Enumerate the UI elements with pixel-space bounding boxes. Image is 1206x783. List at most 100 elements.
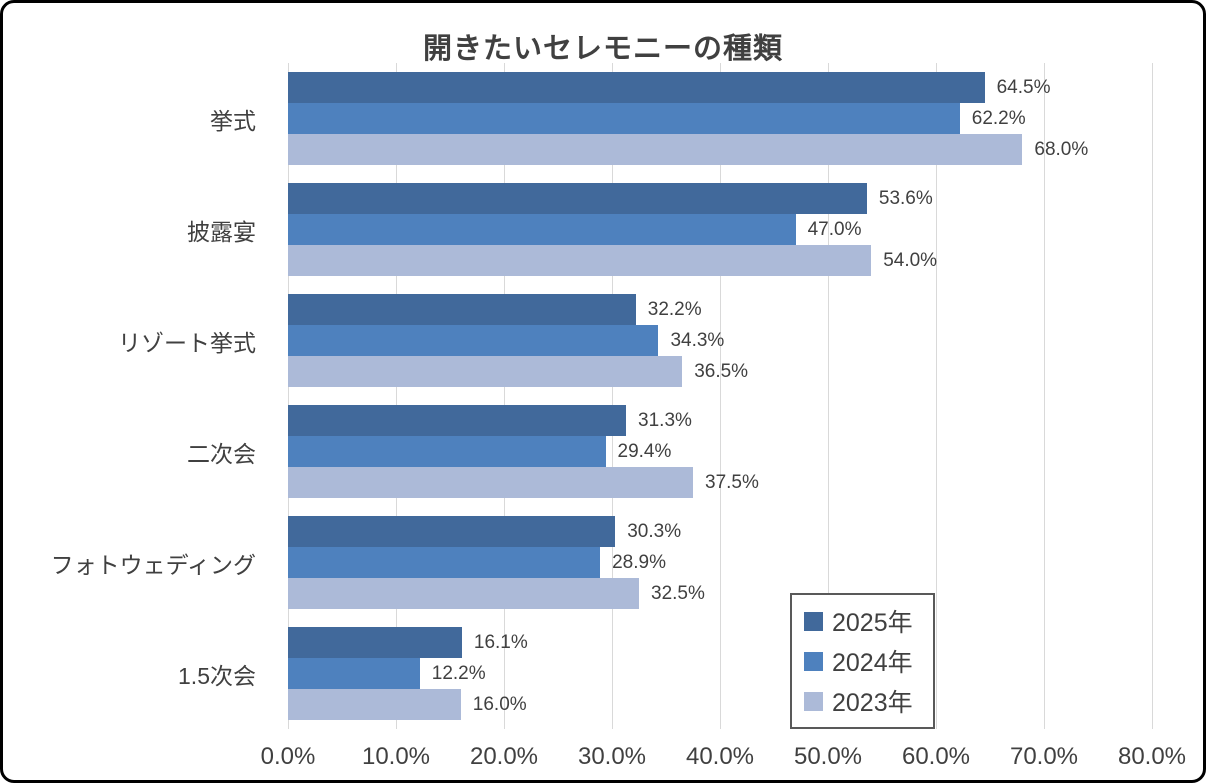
bar-value-label: 32.5% bbox=[651, 582, 705, 604]
category-label: 披露宴 bbox=[187, 218, 256, 245]
bar-line: 62.2% bbox=[288, 103, 1152, 134]
category-label: リゾート挙式 bbox=[118, 329, 256, 356]
bar-2024年 bbox=[288, 658, 420, 689]
category-label: フォトウェディング bbox=[50, 551, 256, 578]
bar-2024年 bbox=[288, 547, 601, 578]
bar-line: 34.3% bbox=[288, 325, 1152, 356]
gridline bbox=[1044, 63, 1045, 729]
bar-2023年 bbox=[288, 578, 639, 609]
legend-swatch bbox=[804, 691, 823, 711]
bar-2025年 bbox=[288, 405, 627, 436]
bar-value-label: 16.0% bbox=[472, 693, 527, 715]
bar-group: 32.2% 34.3% 36.5% bbox=[288, 285, 1152, 396]
bar-2025年 bbox=[288, 183, 867, 214]
bar-2023年 bbox=[288, 134, 1023, 165]
bar-2025年 bbox=[288, 294, 636, 325]
bar-line: 32.2% bbox=[288, 294, 1152, 325]
x-axis: 0.0% 10.0% 20.0% 30.0% 40.0% 50.0% 60.0% 70.0% 8… bbox=[261, 743, 1186, 777]
gridline bbox=[612, 63, 613, 729]
x-tick-label: 30.0% bbox=[577, 743, 647, 770]
x-tick-label: 70.0% bbox=[1009, 743, 1079, 770]
bar-line: 53.6% bbox=[288, 183, 1152, 214]
gridline bbox=[288, 63, 289, 729]
bar-group: 31.3% 29.4% 37.5% bbox=[288, 396, 1152, 507]
bar-line: 54.0% bbox=[288, 245, 1152, 276]
bar-value-label: 64.5% bbox=[996, 76, 1051, 98]
legend-item-2025年: 2025年 bbox=[804, 603, 913, 639]
bar-line: 12.2% bbox=[288, 658, 1152, 689]
legend: 2025年 2024年 2023年 bbox=[790, 593, 935, 729]
bar-2024年 bbox=[288, 325, 659, 356]
bar-line: 37.5% bbox=[288, 467, 1152, 498]
bar-line: 31.3% bbox=[288, 405, 1152, 436]
chart-title: 開きたいセレモニーの種類 bbox=[422, 33, 783, 65]
category-label: 1.5次会 bbox=[178, 662, 256, 689]
bar-value-label: 16.1% bbox=[473, 631, 528, 653]
bar-value-label: 36.5% bbox=[694, 360, 749, 382]
bar-line: 36.5% bbox=[288, 356, 1152, 387]
bar-value-label: 31.3% bbox=[638, 409, 692, 431]
gridline bbox=[828, 63, 829, 729]
legend-swatch bbox=[804, 611, 823, 631]
bar-value-label: 54.0% bbox=[883, 249, 938, 271]
bar-value-label: 62.2% bbox=[971, 107, 1026, 129]
bar-2025年 bbox=[288, 516, 616, 547]
bar-line: 16.0% bbox=[288, 689, 1152, 720]
bar-value-label: 68.0% bbox=[1034, 138, 1089, 160]
bar-value-label: 28.9% bbox=[612, 551, 666, 573]
bar-line: 29.4% bbox=[288, 436, 1152, 467]
bar-2025年 bbox=[288, 72, 985, 103]
bar-value-label: 47.0% bbox=[807, 218, 862, 240]
bar-line: 64.5% bbox=[288, 72, 1152, 103]
bar-value-label: 53.6% bbox=[878, 187, 933, 209]
bar-2023年 bbox=[288, 356, 683, 387]
bar-line: 68.0% bbox=[288, 134, 1152, 165]
x-tick-label: 60.0% bbox=[901, 743, 971, 770]
plot-area: 64.5% 62.2% 68.0% 53.6% 47.0% 54.0% 32.2% 34.3%… bbox=[288, 63, 1153, 729]
bar-line: 30.3% bbox=[288, 516, 1152, 547]
bar-value-label: 32.2% bbox=[647, 298, 702, 320]
bar-2024年 bbox=[288, 214, 796, 245]
category-label: 挙式 bbox=[210, 107, 256, 134]
legend-item-2024年: 2024年 bbox=[804, 643, 913, 679]
bar-line: 16.1% bbox=[288, 627, 1152, 658]
bar-group: 16.1% 12.2% 16.0% bbox=[288, 618, 1152, 729]
bar-2024年 bbox=[288, 436, 606, 467]
x-tick-label: 20.0% bbox=[469, 743, 539, 770]
bar-group: 30.3% 28.9% 32.5% bbox=[288, 507, 1152, 618]
bar-line: 28.9% bbox=[288, 547, 1152, 578]
bar-value-label: 30.3% bbox=[627, 520, 682, 542]
x-tick-label: 50.0% bbox=[793, 743, 863, 770]
bar-value-label: 29.4% bbox=[617, 440, 672, 462]
x-tick-label: 40.0% bbox=[685, 743, 755, 770]
legend-label: 2025年 bbox=[832, 609, 913, 637]
bar-2023年 bbox=[288, 467, 693, 498]
bar-2023年 bbox=[288, 689, 461, 720]
legend-label: 2024年 bbox=[832, 649, 913, 677]
bar-value-label: 34.3% bbox=[670, 329, 725, 351]
x-tick-label: 0.0% bbox=[260, 743, 316, 770]
bar-group: 64.5% 62.2% 68.0% bbox=[288, 63, 1152, 174]
bar-groups: 64.5% 62.2% 68.0% 53.6% 47.0% 54.0% 32.2% 34.3%… bbox=[288, 63, 1152, 729]
bar-2023年 bbox=[288, 245, 872, 276]
x-tick-label: 80.0% bbox=[1117, 743, 1187, 770]
x-tick-label: 10.0% bbox=[361, 743, 431, 770]
bar-line: 47.0% bbox=[288, 214, 1152, 245]
legend-swatch bbox=[804, 651, 823, 671]
bar-2025年 bbox=[288, 627, 462, 658]
bar-value-label: 37.5% bbox=[705, 471, 759, 493]
bar-value-label: 12.2% bbox=[431, 662, 486, 684]
bar-group: 53.6% 47.0% 54.0% bbox=[288, 174, 1152, 285]
legend-label: 2023年 bbox=[832, 689, 913, 717]
bar-2024年 bbox=[288, 103, 960, 134]
gridline bbox=[936, 63, 937, 729]
category-label: 二次会 bbox=[187, 440, 256, 467]
legend-item-2023年: 2023年 bbox=[804, 683, 913, 719]
gridline bbox=[504, 63, 505, 729]
bar-line: 32.5% bbox=[288, 578, 1152, 609]
gridline bbox=[1152, 63, 1153, 729]
gridline bbox=[720, 63, 721, 729]
category-axis: 挙式披露宴リゾート挙式二次会フォトウェディング 1.5次会 bbox=[3, 63, 272, 729]
gridline bbox=[396, 63, 397, 729]
